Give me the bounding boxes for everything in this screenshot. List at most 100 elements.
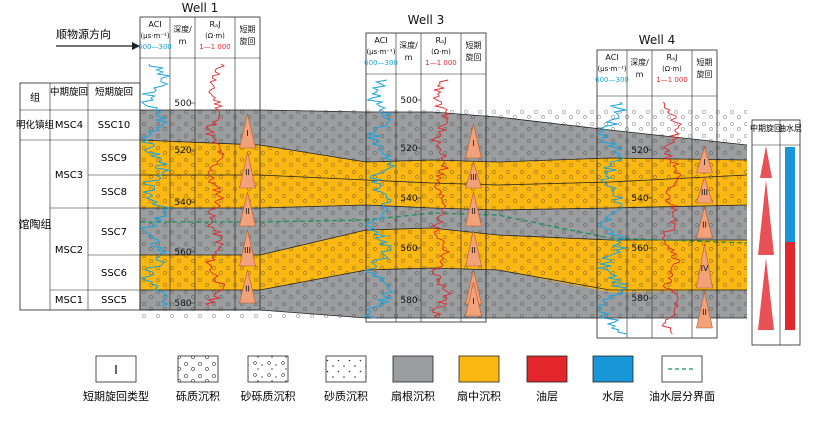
depth-tick-label: 560 (631, 244, 648, 254)
legend-label-water: 水层 (602, 390, 624, 403)
well-3: Well 3 ACI (μs·m⁻¹) 600—300 深度/m RₐJ (Ω·m) 1—1 … (364, 13, 487, 323)
well-title: Well 3 (408, 13, 445, 27)
ra-header: RₐJ (209, 20, 220, 29)
ra-range: 1—1 000 (656, 76, 688, 84)
mid-cycle-triangle-2 (758, 180, 774, 255)
cycle-label: II (702, 221, 707, 230)
flow-arrowhead (132, 42, 140, 50)
legend-swatch-oil (526, 355, 568, 383)
right-column: 中期旋回 油水层 (750, 119, 802, 346)
header-mid-cycle: 中期旋回 (50, 86, 88, 98)
depth-tick-label: 540 (631, 194, 648, 204)
legend-label-cycle-type: 短期旋回类型 (83, 389, 149, 403)
cycle-header: 短期 (466, 40, 482, 50)
aci-header: ACI (374, 36, 387, 45)
legend-swatch-gravel (177, 355, 219, 383)
well-title: Well 1 (182, 1, 219, 15)
cycle-label: I (472, 139, 474, 148)
msc1-label: MSC1 (55, 295, 83, 306)
depth-tick-label: 580 (631, 294, 648, 304)
cycle-header: 短期 (697, 57, 713, 67)
ra-range: 1—1 000 (199, 43, 231, 51)
well-frame (365, 32, 487, 323)
depth-header: 深度/ (173, 24, 192, 34)
ra-header: RₐJ (435, 36, 446, 45)
cycle-label: II (471, 246, 476, 255)
water-layer-bar (785, 147, 795, 242)
ra-curve (661, 101, 683, 335)
cycle-triangle (239, 229, 256, 267)
legend-label-fan-root: 扇根沉积 (391, 389, 435, 403)
depth-tick-label: 520 (400, 144, 417, 154)
depth-unit: m (179, 37, 187, 46)
cycle-triangle (696, 175, 713, 204)
legend-cycle-symbol: I (114, 363, 118, 377)
cycle-triangle (696, 206, 713, 239)
cycle-label: I (472, 297, 474, 306)
right-mid-cycle-label: 中期旋回 (750, 123, 782, 133)
cycle-triangle (465, 229, 482, 267)
ra-range: 1—1 000 (425, 59, 457, 67)
legend-label-boundary: 油水层分界面 (649, 389, 715, 403)
depth-tick-label: 580 (400, 296, 417, 306)
aci-range: 600—300 (364, 59, 398, 67)
aci-unit: (μs·m⁻¹) (366, 48, 395, 56)
legend-swatch-pebbly-sand (247, 355, 289, 383)
depth-tick-label: 520 (174, 146, 191, 156)
aci-curve (595, 101, 628, 335)
cycle-header-2: 旋回 (697, 69, 713, 79)
aci-curve (140, 63, 171, 307)
well-1: Well 1 ACI (μs·m⁻¹) 600—300 深度/m RₐJ (Ω·m) 1—1 … (138, 1, 261, 311)
cycle-triangle (239, 269, 256, 304)
depth-tick-label: 520 (631, 146, 648, 156)
cycle-header-2: 旋回 (466, 52, 482, 62)
cycle-label: II (245, 168, 250, 177)
legend-label-gravel: 砾质沉积 (176, 390, 220, 403)
cycle-label: III (701, 188, 708, 197)
ssc8-label: SSC8 (101, 187, 127, 198)
cycle-label: II (245, 285, 250, 294)
well-frame (139, 16, 261, 311)
legend-label-fan-middle: 扇中沉积 (457, 389, 501, 403)
cycle-triangle (696, 243, 713, 289)
msc2-label: MSC2 (55, 245, 83, 256)
legend-label-oil: 油层 (536, 389, 558, 403)
depth-tick-label: 500 (400, 96, 417, 106)
cycle-triangle (465, 191, 482, 227)
ssc5-label: SSC5 (101, 295, 127, 306)
depth-tick-label: 560 (174, 248, 191, 258)
mid-cycle-triangle-3 (758, 258, 774, 330)
aci-curve (364, 79, 397, 319)
cycle-triangle (239, 191, 256, 227)
oil-water-boundary (140, 212, 748, 244)
aci-range: 600—300 (138, 43, 172, 51)
depth-header: 深度/ (630, 57, 649, 67)
ra-unit: (Ω·m) (431, 48, 451, 56)
depth-unit: m (636, 70, 644, 79)
msc3-label: MSC3 (55, 170, 83, 181)
cycle-label: II (702, 308, 707, 317)
formation-minghuazhen: 明化镇组 (16, 119, 55, 131)
cycle-triangle (239, 151, 256, 189)
depth-tick-label: 580 (174, 299, 191, 309)
legend-label-pebbly-sand: 砂砾质沉积 (241, 390, 296, 403)
cycle-triangle (465, 281, 482, 317)
ssc7-label: SSC7 (101, 227, 127, 238)
cycle-triangle (696, 291, 713, 329)
cycle-header-2: 旋回 (240, 36, 256, 46)
formation-guantao: 馆陶组 (19, 217, 52, 231)
ra-unit: (Ω·m) (662, 65, 682, 73)
cycle-label: II (245, 207, 250, 216)
depth-unit: m (405, 53, 413, 62)
mid-cycle-triangle-1 (760, 146, 772, 178)
legend-swatch-sand (325, 355, 367, 383)
msc4-label: MSC4 (55, 120, 83, 131)
ra-header: RₐJ (666, 53, 677, 62)
cycle-label: III (244, 246, 251, 255)
well-title: Well 4 (639, 33, 676, 47)
flow-direction-label: 顺物源方向 (56, 27, 111, 41)
ssc9-label: SSC9 (101, 153, 127, 164)
aci-range: 600—300 (595, 76, 629, 84)
